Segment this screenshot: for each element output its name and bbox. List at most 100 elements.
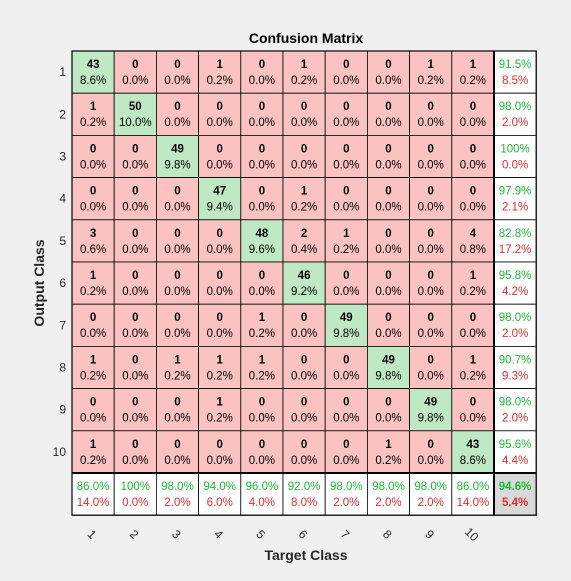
cell-percent: 0.2% <box>80 117 106 129</box>
cell-count: 1 <box>90 270 97 282</box>
correct-cell <box>240 219 284 263</box>
cell-percent: 0.0% <box>122 202 148 214</box>
cell-percent: 0.0% <box>418 202 444 214</box>
cell-percent: 9.2% <box>291 286 317 298</box>
cell-count: 0 <box>174 101 180 113</box>
cell-count: 0 <box>132 143 138 155</box>
summary-cell <box>409 472 453 516</box>
incorrect-cell <box>451 303 495 347</box>
cell-percent: 0.0% <box>418 370 444 382</box>
cell-count: 0 <box>301 397 307 409</box>
cell-percent: 0.0% <box>333 286 359 298</box>
matrix-border <box>71 50 537 516</box>
incorrect-cell <box>198 219 242 263</box>
cell-count: 0 <box>385 143 391 155</box>
cell-count: 0 <box>174 270 180 282</box>
row-accuracy: 98.0% <box>499 312 532 324</box>
y-axis-label: Output Class <box>31 239 47 326</box>
x-tick-label: 2 <box>127 527 142 542</box>
row-error: 4.2% <box>502 286 528 298</box>
cell-percent: 0.0% <box>418 159 444 171</box>
incorrect-cell <box>324 388 368 432</box>
cell-percent: 0.2% <box>249 328 275 340</box>
incorrect-cell <box>198 261 242 305</box>
cell-percent: 0.0% <box>249 117 275 129</box>
cell-count: 0 <box>174 439 180 451</box>
incorrect-cell <box>366 430 410 474</box>
cell-count: 47 <box>213 186 226 198</box>
cell-percent: 0.0% <box>122 75 148 87</box>
summary-cell <box>282 472 326 516</box>
cell-percent: 0.0% <box>418 244 444 256</box>
cell-count: 0 <box>174 397 180 409</box>
cell-percent: 0.2% <box>291 202 317 214</box>
cell-percent: 0.0% <box>291 370 317 382</box>
cell-count: 0 <box>301 354 307 366</box>
row-accuracy: 97.9% <box>499 186 532 198</box>
overall-error: 5.4% <box>502 497 528 509</box>
summary-cell <box>493 219 537 263</box>
cell-percent: 0.2% <box>80 455 106 467</box>
x-tick-label: 8 <box>380 527 395 542</box>
cell-count: 1 <box>301 59 308 71</box>
cell-count: 0 <box>174 186 180 198</box>
matrix-cells: 438.6%00.0%00.0%10.2%00.0%10.2%00.0%00.0… <box>71 50 537 516</box>
row-error: 9.3% <box>502 370 528 382</box>
cell-percent: 0.0% <box>122 455 148 467</box>
row-error: 2.0% <box>502 413 528 425</box>
cell-count: 0 <box>90 312 96 324</box>
correct-cell <box>409 388 453 432</box>
incorrect-cell <box>282 50 326 94</box>
incorrect-cell <box>113 345 157 389</box>
cell-percent: 0.0% <box>375 117 401 129</box>
incorrect-cell <box>282 430 326 474</box>
cell-percent: 0.2% <box>80 286 106 298</box>
cell-percent: 0.0% <box>207 244 233 256</box>
cell-count: 43 <box>467 439 480 451</box>
incorrect-cell <box>366 303 410 347</box>
cell-percent: 0.0% <box>460 202 486 214</box>
cell-percent: 0.2% <box>207 413 233 425</box>
cell-percent: 0.0% <box>249 413 275 425</box>
cell-percent: 0.0% <box>207 328 233 340</box>
cell-count: 49 <box>424 397 437 409</box>
incorrect-cell <box>324 345 368 389</box>
cell-count: 0 <box>301 439 307 451</box>
cell-percent: 0.0% <box>333 370 359 382</box>
correct-cell <box>324 303 368 347</box>
summary-cell <box>493 303 537 347</box>
incorrect-cell <box>240 134 284 178</box>
cell-count: 0 <box>132 397 138 409</box>
chart-title: Confusion Matrix <box>249 30 364 46</box>
cell-percent: 0.2% <box>333 244 359 256</box>
incorrect-cell <box>71 430 115 474</box>
cell-count: 1 <box>174 354 181 366</box>
incorrect-cell <box>198 345 242 389</box>
cell-percent: 9.4% <box>207 202 233 214</box>
column-accuracy: 98.0% <box>414 481 447 493</box>
cell-percent: 9.8% <box>333 328 359 340</box>
cell-percent: 0.0% <box>375 202 401 214</box>
x-axis-label: Target Class <box>265 547 348 563</box>
summary-cell <box>155 472 199 516</box>
cell-count: 43 <box>87 59 100 71</box>
incorrect-cell <box>324 92 368 136</box>
cell-count: 0 <box>385 186 391 198</box>
y-tick-label: 4 <box>59 192 66 206</box>
cell-count: 0 <box>470 312 476 324</box>
x-tick-label: 1 <box>85 527 100 542</box>
cell-percent: 0.0% <box>164 413 190 425</box>
row-error: 2.0% <box>502 328 528 340</box>
cell-count: 0 <box>174 312 180 324</box>
correct-cell <box>198 177 242 221</box>
cell-count: 0 <box>132 59 138 71</box>
cell-count: 0 <box>385 312 391 324</box>
incorrect-cell <box>71 303 115 347</box>
column-error: 4.0% <box>249 497 275 509</box>
cell-count: 0 <box>132 312 138 324</box>
y-tick-label: 6 <box>59 276 66 290</box>
cell-count: 4 <box>470 228 477 240</box>
cell-count: 0 <box>385 397 391 409</box>
cell-percent: 0.2% <box>164 370 190 382</box>
incorrect-cell <box>282 219 326 263</box>
